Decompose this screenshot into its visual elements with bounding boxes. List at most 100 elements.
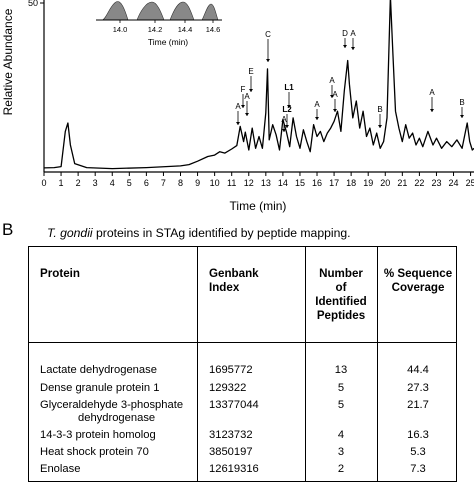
x-tick-label: 17 [329,178,339,188]
inset-x-title: Time (min) [148,37,188,47]
peak-label: A [235,102,241,111]
x-tick-label: 25 [466,178,474,188]
x-tick-label: 16 [312,178,322,188]
x-tick-label: 10 [210,178,220,188]
protein-name-line: 14-3-3 protein homolog [40,429,156,441]
cell-coverage: 27.3 [407,382,429,394]
peak-label: L2 [282,105,292,114]
protein-table: Protein Genbank Index Number of Identifi… [28,246,457,482]
header-coverage-line: Coverage [391,281,445,294]
header-coverage: % Sequence Coverage [378,267,458,295]
header-divider [29,342,456,343]
chromatogram-trace [43,0,474,170]
panel-b-caption: T. gondii proteins in STAg identified by… [47,226,351,240]
inset-tick-label: 14.2 [148,25,163,34]
x-tick-label: 8 [178,178,183,188]
header-peptides-line: Peptides [316,309,366,322]
cell-peptide-count: 13 [334,364,348,376]
caption-species: T. gondii [47,226,93,240]
table-divider [197,247,198,481]
peak-arrowhead [330,95,334,98]
x-tick-label: 1 [59,178,64,188]
cell-peptide-count: 5 [337,382,345,394]
peak-label: L1 [284,83,294,92]
inset-peaks [96,1,220,21]
cell-genbank-index: 12619316 [209,463,259,475]
peak-arrowhead [460,115,464,118]
x-tick-label: 9 [195,178,200,188]
cell-coverage: 44.4 [407,364,429,376]
x-axis-title: Time (min) [230,199,287,213]
peak-arrowhead [285,125,289,128]
cell-coverage: 16.3 [407,429,429,441]
peak-label: B [377,105,382,114]
cell-protein: Lactate dehydrogenase [40,364,157,377]
x-tick-label: 14 [278,178,288,188]
peak-label: F [241,85,246,94]
header-genbank-line: Index [209,281,240,294]
x-tick-label: 6 [144,178,149,188]
panel-b-letter: B [2,220,14,239]
header-peptides: Number of Identified Peptides [305,267,377,323]
cell-genbank-index: 3850197 [209,446,253,458]
header-genbank: Genbank Index [209,267,259,295]
x-tick-label: 12 [244,178,254,188]
peak-label: A [281,115,287,124]
header-coverage-line: % Sequence [383,267,453,280]
cell-protein: Glyceraldehyde 3-phosphate dehydrogenase [40,399,183,424]
peak-arrowhead [249,89,253,92]
table-divider [305,247,306,481]
x-tick-label: 18 [346,178,356,188]
x-tick-label: 22 [414,178,424,188]
x-tick-label: 3 [93,178,98,188]
cell-coverage: 7.3 [410,463,426,475]
chromatogram-line [43,0,474,170]
protein-name-line: Enolase [40,463,81,475]
cell-peptide-count: 3 [337,446,345,458]
peak-arrowhead [343,45,347,48]
peak-arrowhead [236,122,240,125]
protein-name-line: Dense granule protein 1 [40,382,160,394]
cell-protein: 14-3-3 protein homolog [40,429,156,442]
chromatogram-chart: 0 1 2 3 4 5 6 7 8 9 10 11 12 13 14 15 16 17 18 19 20 21 22 23 24… [1,0,474,213]
peak-arrowhead [266,59,270,62]
peak-arrowhead [287,105,291,108]
x-tick-label: 21 [397,178,407,188]
header-peptides-line: Number [319,267,363,280]
cell-genbank-index: 13377044 [209,399,259,411]
x-tick-label: 15 [295,178,305,188]
x-tick-label: 23 [431,178,441,188]
protein-name-line: dehydrogenase [78,411,156,424]
header-genbank-line: Genbank [209,267,259,280]
protein-name-line: Lactate dehydrogenase [40,364,157,376]
cell-coverage: 5.3 [410,446,426,458]
inset-tick-label: 14.6 [206,25,221,34]
table-divider [377,247,378,481]
peak-label: A [332,90,338,99]
peak-label: E [248,67,253,76]
peak-label: A [314,100,320,109]
caption-text: proteins in STAg identified by peptide m… [92,226,351,240]
peak-label: A [429,88,435,97]
peak-arrowhead [351,47,355,50]
x-tick-label: 0 [41,178,46,188]
cell-coverage: 21.7 [407,399,429,411]
peak-label: D [342,29,348,38]
peak-label: A [329,76,335,85]
peak-arrowhead [245,113,249,116]
x-tick-label: 20 [380,178,390,188]
inset-tick-label: 14.0 [113,25,128,34]
cell-protein: Heat shock protein 70 [40,446,149,459]
cell-genbank-index: 3123732 [209,429,253,441]
peak-label: A [244,92,250,101]
header-peptides-line: of [335,281,347,294]
x-tick-label: 5 [127,178,132,188]
protein-name-line: Heat shock protein 70 [40,446,149,458]
x-tick-label: 2 [76,178,81,188]
x-tick-label: 13 [261,178,271,188]
inset-tick-label: 14.4 [178,25,193,34]
peak-label: A [350,29,356,38]
axis-titles: Time (min) Relative Abundance [1,8,286,213]
header-protein: Protein [40,267,80,280]
